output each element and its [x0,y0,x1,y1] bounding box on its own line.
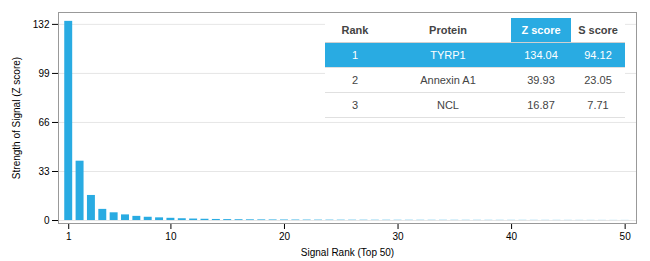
svg-text:Strength of Signal (Z score): Strength of Signal (Z score) [11,57,22,179]
svg-text:10: 10 [165,231,177,242]
svg-text:1: 1 [66,231,72,242]
html-text:94.12: 94.12 [584,49,612,61]
svg-text:40: 40 [506,231,518,242]
html-text:Annexin A1: Annexin A1 [420,74,476,86]
html-text:39.93: 39.93 [527,74,555,86]
svg-text:Signal Rank (Top 50): Signal Rank (Top 50) [301,247,394,258]
html-text:1: 1 [351,49,359,61]
svg-text:99: 99 [38,68,50,79]
html-text:7.71: 7.71 [587,99,609,111]
html-text:Z score: Z score [521,24,561,36]
html-text:Rank: Rank [341,24,369,36]
html-text:TYRP1: TYRP1 [430,49,466,61]
svg-text:132: 132 [33,19,50,30]
svg-text:33: 33 [38,166,50,177]
svg-text:20: 20 [279,231,291,242]
html-text:3: 3 [351,99,359,111]
html-text:S score: S score [578,24,618,36]
svg-text:66: 66 [38,117,50,128]
svg-text:50: 50 [620,231,632,242]
html-text:2: 2 [351,74,359,86]
svg-text:30: 30 [392,231,404,242]
html-text:16.87: 16.87 [527,99,555,111]
svg-text:0: 0 [44,215,50,226]
html-text:23.05: 23.05 [584,74,612,86]
html-text:NCL: NCL [437,99,459,111]
html-text:134.04: 134.04 [524,49,558,61]
html-text:Protein: Protein [429,24,467,36]
